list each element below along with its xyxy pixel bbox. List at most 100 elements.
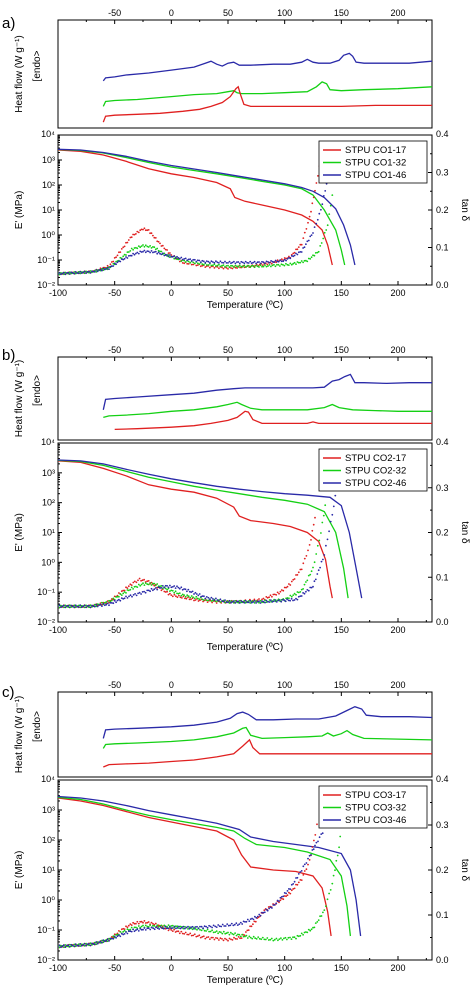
tan-delta-point: [289, 888, 292, 890]
tan-delta-point: [60, 606, 62, 609]
tan-delta-point: [217, 924, 220, 926]
tan-delta-point: [173, 585, 176, 587]
tan-delta-point: [329, 204, 332, 207]
tan-delta-point: [241, 261, 244, 264]
tan-delta-point: [83, 606, 86, 609]
tan-delta-point: [96, 269, 99, 271]
tan-delta-point: [240, 601, 243, 604]
tan-delta-point: [261, 598, 263, 601]
tan-delta-point: [213, 938, 216, 941]
tan-delta-point: [163, 247, 166, 250]
tan-delta-point: [169, 256, 171, 259]
tan-delta-point: [272, 600, 275, 603]
tan-delta-point: [82, 944, 84, 946]
modulus-curve-1: [58, 148, 346, 266]
tan-delta-point: [210, 600, 213, 602]
tan-delta-point: [208, 924, 211, 927]
tan-delta-point: [146, 589, 149, 592]
tan-delta-point: [201, 264, 204, 267]
tan-delta-point: [265, 265, 268, 268]
tan-delta-point: [170, 255, 173, 258]
tan-delta-point: [338, 846, 340, 849]
tan-delta-point: [101, 941, 103, 944]
tan-delta-point: [132, 594, 135, 596]
tan-delta-point: [178, 260, 181, 263]
tan-delta-point: [99, 268, 102, 271]
tan-delta-point: [159, 252, 161, 255]
tan-delta-point: [290, 255, 293, 257]
tan-delta-point: [306, 931, 309, 934]
tan-delta-point: [150, 250, 153, 252]
tan-delta-point: [112, 265, 115, 267]
tan-delta-point: [146, 921, 149, 924]
tan-delta-point: [261, 265, 263, 268]
x-tick-label: 100: [277, 625, 292, 635]
tan-delta-point: [222, 267, 225, 270]
tan-delta-point: [149, 928, 152, 931]
tan-delta-point: [130, 247, 133, 250]
tan-delta-point: [245, 920, 248, 923]
tan-delta-point: [254, 920, 257, 923]
tan-delta-point: [303, 931, 306, 934]
tan-delta-point: [334, 869, 336, 872]
tan-delta-point: [126, 926, 129, 929]
tan-delta-point: [139, 246, 142, 249]
tan-delta-point: [225, 932, 228, 935]
tan-delta-point: [259, 914, 262, 917]
tan-delta-point: [142, 924, 144, 927]
tan-delta-point: [125, 925, 127, 928]
tan-delta-point: [154, 584, 157, 587]
tan-delta-series-2: [58, 832, 324, 949]
tan-delta-point: [163, 252, 166, 255]
legend-label: STPU CO3-46: [345, 815, 406, 826]
x-axis-label: Temperature (ºC): [207, 975, 283, 986]
tan-delta-point: [77, 272, 80, 274]
tan-delta-point: [267, 261, 269, 263]
x-tick-label: 100: [277, 288, 292, 298]
tan-delta-point: [312, 585, 314, 588]
tan-delta-point: [91, 943, 93, 946]
dsc-top-tick-label: 150: [334, 680, 349, 690]
tan-delta-point: [228, 602, 231, 604]
tan-delta-point: [225, 938, 228, 941]
tan-delta-point: [318, 212, 321, 215]
tan-delta-point: [116, 254, 119, 257]
tan-delta-point: [99, 603, 102, 606]
tan-delta-point: [271, 595, 273, 598]
tan-delta-point: [295, 263, 297, 265]
tan-delta-point: [142, 228, 144, 231]
tan-delta-point: [244, 260, 247, 263]
tan-delta-point: [283, 586, 286, 589]
tan-delta-point: [110, 598, 113, 600]
tan-delta-point: [259, 262, 262, 265]
tan-delta-point: [126, 932, 129, 935]
tan-delta-point: [198, 598, 201, 601]
tan-delta-point: [95, 943, 98, 946]
tan-delta-point: [156, 924, 159, 927]
tan-delta-point: [206, 601, 209, 603]
tan-delta-point: [292, 252, 295, 255]
tan-delta-point: [300, 568, 303, 571]
tan-delta-point: [312, 196, 315, 199]
endo-annotation: [endo>: [32, 50, 43, 81]
tan-delta-point: [169, 254, 171, 256]
tan-delta-point: [122, 930, 125, 933]
tan-delta-point: [178, 594, 180, 597]
tan-delta-point: [135, 929, 137, 931]
tan-delta-point: [102, 267, 105, 270]
tan-delta-point: [129, 583, 132, 586]
dsc-ylabel: Heat flow (W g⁻¹): [14, 360, 25, 438]
tan-delta-point: [299, 568, 302, 571]
tan-delta-point: [142, 244, 144, 246]
tan-delta-point: [77, 944, 80, 947]
x-axis-label: Temperature (ºC): [207, 300, 283, 311]
tan-delta-point: [224, 601, 226, 604]
tan-delta-point: [149, 590, 152, 593]
tan-delta-point: [176, 585, 178, 588]
tan-delta-point: [159, 585, 161, 588]
tan-delta-point: [63, 944, 65, 947]
tan-delta-point: [196, 928, 198, 931]
tan-delta-point: [73, 945, 76, 948]
tan-delta-point: [125, 931, 127, 933]
tan-delta-point: [204, 597, 207, 600]
